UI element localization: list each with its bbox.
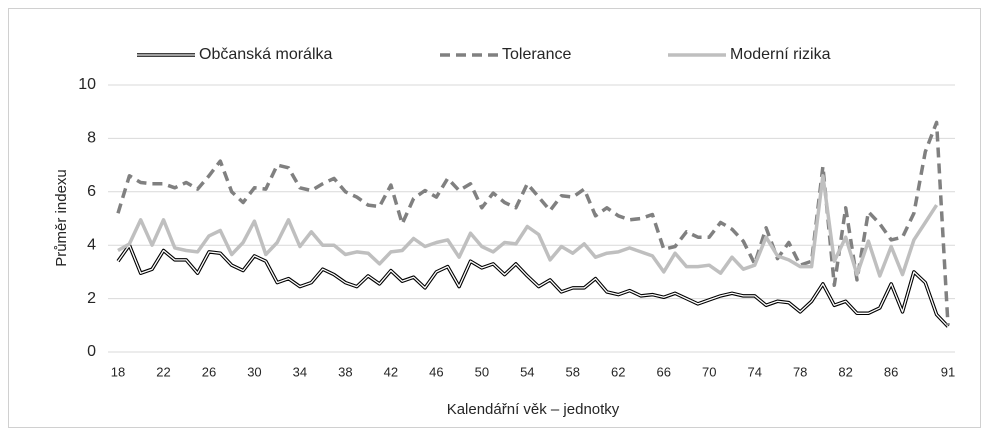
y-tick-label: 0 [87,343,96,360]
x-tick-label: 26 [202,364,216,379]
x-tick-label: 42 [384,364,398,379]
y-tick-label: 4 [87,236,96,253]
x-tick-label: 62 [611,364,625,379]
x-tick-label: 91 [941,364,955,379]
series-line [116,120,950,326]
y-tick-label: 10 [78,76,96,93]
y-tick-label: 2 [87,290,96,307]
x-tick-label: 82 [838,364,852,379]
series-line [117,174,939,278]
x-tick-label: 46 [429,364,443,379]
x-tick-label: 58 [566,364,580,379]
y-axis-label: Průměr indexu [53,169,70,267]
x-tick-label: 34 [293,364,307,379]
x-tick-label: 74 [747,364,761,379]
x-axis-label: Kalendářní věk – jednotky [447,401,620,418]
x-tick-label: 38 [338,364,352,379]
x-tick-label: 18 [111,364,125,379]
legend-label: Občanská morálka [199,46,332,63]
y-tick-label: 8 [87,130,96,147]
x-tick-label: 30 [247,364,261,379]
legend-label: Tolerance [502,46,571,63]
x-tick-label: 70 [702,364,716,379]
x-tick-label: 78 [793,364,807,379]
legend-label: Moderní rizika [730,46,831,63]
x-tick-label: 50 [475,364,489,379]
chart-frame [8,8,981,428]
x-tick-label: 54 [520,364,534,379]
x-tick-label: 86 [884,364,898,379]
y-tick-label: 6 [87,183,96,200]
x-tick-label: 22 [156,364,170,379]
x-tick-label: 66 [657,364,671,379]
series-line-inner [117,244,949,328]
